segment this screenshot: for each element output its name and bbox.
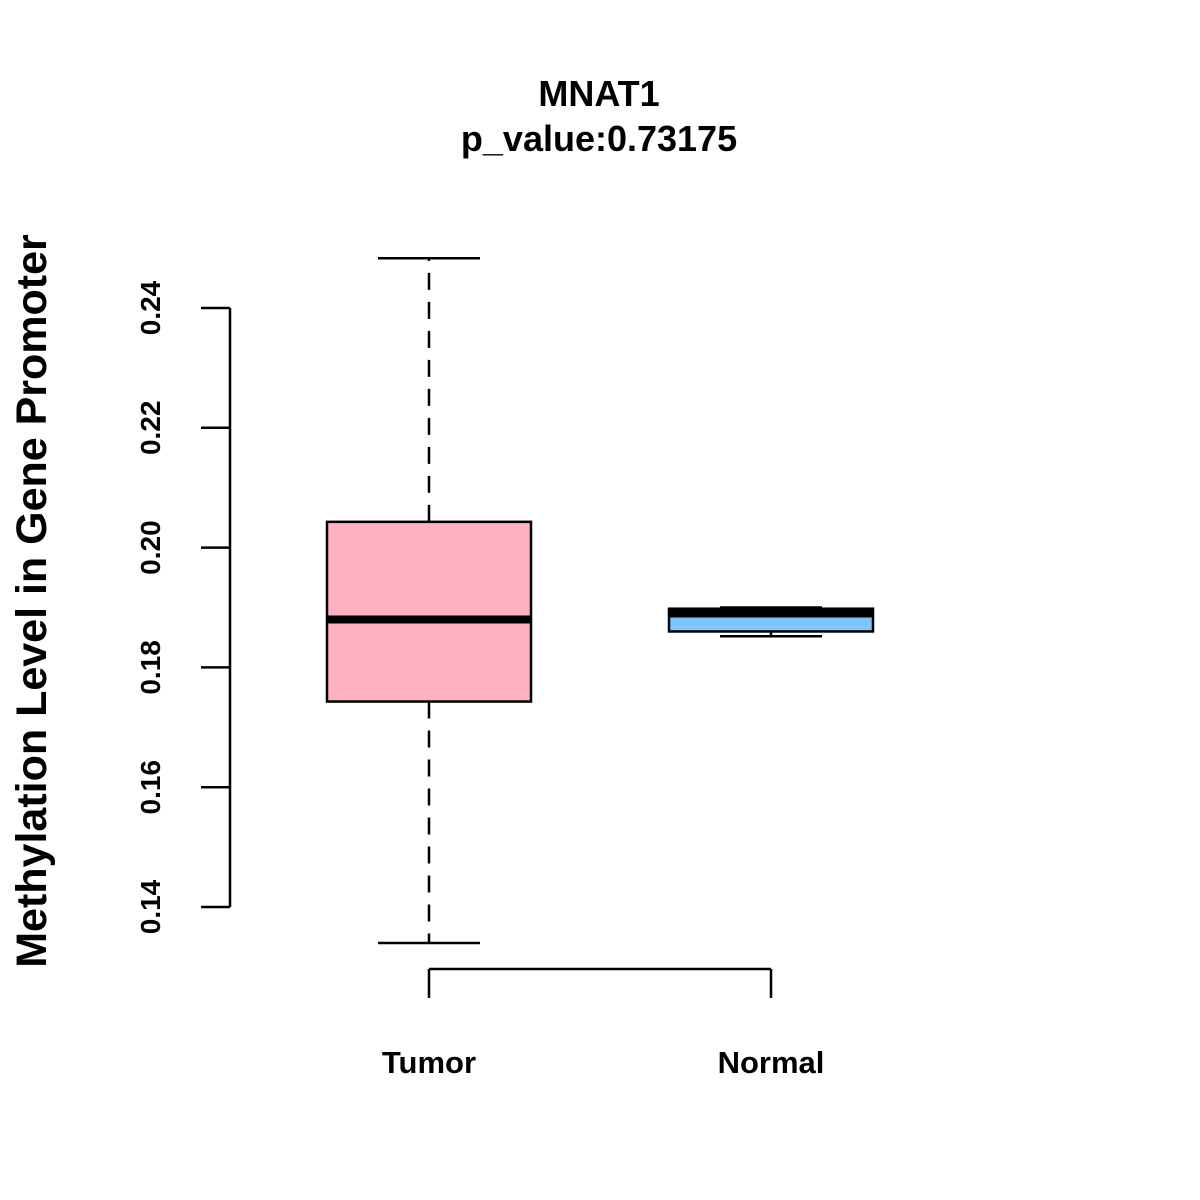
x-tick-label: Normal [718, 1045, 825, 1080]
interquartile-box [325, 520, 533, 703]
y-axis-label: Methylation Level in Gene Promoter [8, 234, 56, 968]
x-axis: Tumor Normal [382, 967, 825, 1080]
y-tick-label: 0.16 [135, 760, 166, 815]
x-tick-label: Tumor [382, 1045, 476, 1080]
chart-title: MNAT1 [538, 73, 659, 114]
boxes-layer [325, 257, 875, 945]
y-tick-label: 0.20 [135, 520, 166, 575]
y-tick-label: 0.22 [135, 401, 166, 456]
y-tick-label: 0.14 [135, 879, 166, 934]
y-tick-label: 0.18 [135, 640, 166, 695]
box-tumor [325, 257, 533, 945]
chart-subtitle: p_value:0.73175 [461, 118, 737, 159]
y-axis: 0.14 0.16 0.18 0.20 0.22 0.24 [135, 280, 232, 934]
y-tick-label: 0.24 [135, 280, 166, 335]
box-normal [667, 606, 875, 638]
